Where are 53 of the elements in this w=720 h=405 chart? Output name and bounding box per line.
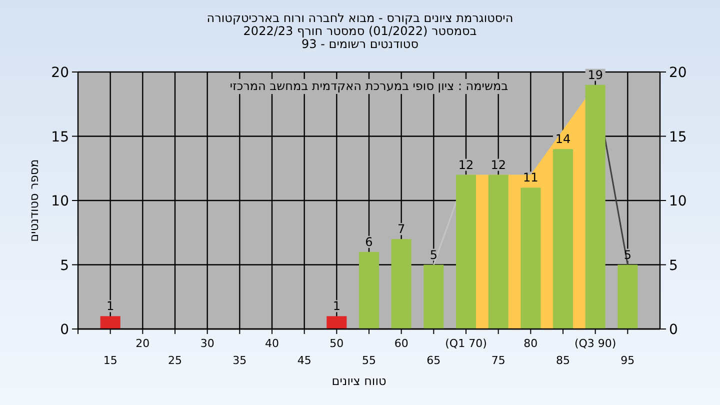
y2-tick-label: 20 <box>669 65 687 81</box>
y2-tick-label: 15 <box>669 129 687 146</box>
x-tick-label: (Q1 70) <box>445 337 487 350</box>
bar <box>326 316 347 329</box>
data-label: 1 <box>332 299 340 314</box>
x-tick-label: 75 <box>491 354 506 367</box>
bar <box>552 149 574 329</box>
y-tick-label: 10 <box>51 194 69 210</box>
y-tick-label: 15 <box>51 129 69 146</box>
x-tick-label: 65 <box>426 354 441 367</box>
x-tick-label: 45 <box>297 354 312 367</box>
x-tick-label: 15 <box>103 354 118 367</box>
y-tick-label: 5 <box>60 258 69 274</box>
x-tick-label: 35 <box>232 354 247 367</box>
x-tick-label: 25 <box>168 354 182 367</box>
annotation: במשימה : ציון סופי במערכת האקדמית במחשב המרכזי <box>230 79 508 93</box>
bar <box>358 252 380 329</box>
x-tick-label: 55 <box>362 354 376 367</box>
bar <box>585 84 606 329</box>
y-tick-label: 20 <box>51 65 69 81</box>
data-label: 14 <box>555 132 571 146</box>
y-axis-title: מספר סטודנטים <box>27 159 41 242</box>
chart-title: היסטוגרמת ציונים בקורס - מבוא לחברה ורוח בארכיטקטורה <box>206 11 514 25</box>
x-tick-label: 95 <box>620 354 635 367</box>
x-tick-label: 30 <box>200 337 214 350</box>
data-label: 5 <box>430 248 438 262</box>
x-tick-label: 40 <box>265 337 279 350</box>
bar <box>488 174 508 329</box>
x-tick-label: 60 <box>394 337 408 350</box>
x-tick-label: 50 <box>330 337 344 350</box>
x-tick-label: 20 <box>136 337 150 350</box>
data-label: 19 <box>588 68 603 82</box>
bar <box>520 188 541 329</box>
x-tick-label: (Q3 90) <box>574 337 616 350</box>
data-label: 1 <box>106 299 114 314</box>
bar <box>618 264 638 329</box>
data-label: 12 <box>458 158 474 172</box>
y2-tick-label: 0 <box>669 322 678 338</box>
data-label: 12 <box>490 158 506 172</box>
y-tick-label: 0 <box>60 322 69 338</box>
y2-tick-label: 10 <box>669 194 687 210</box>
x-axis-title: טווח ציונים <box>332 374 386 388</box>
y2-tick-label: 5 <box>669 258 678 274</box>
x-tick-label: 80 <box>524 337 538 350</box>
data-label: 6 <box>365 234 373 249</box>
data-label: 11 <box>523 170 538 185</box>
bar <box>100 316 120 329</box>
bar <box>456 174 476 329</box>
x-tick-label: 85 <box>556 354 570 367</box>
bar <box>424 264 444 329</box>
data-label: 7 <box>398 222 406 236</box>
bar <box>391 239 412 329</box>
chart-subtitle: בסמסטר (01/2022) סמסטר חורף 2022/23 סטודנטים רשומים - 93 <box>243 24 477 51</box>
